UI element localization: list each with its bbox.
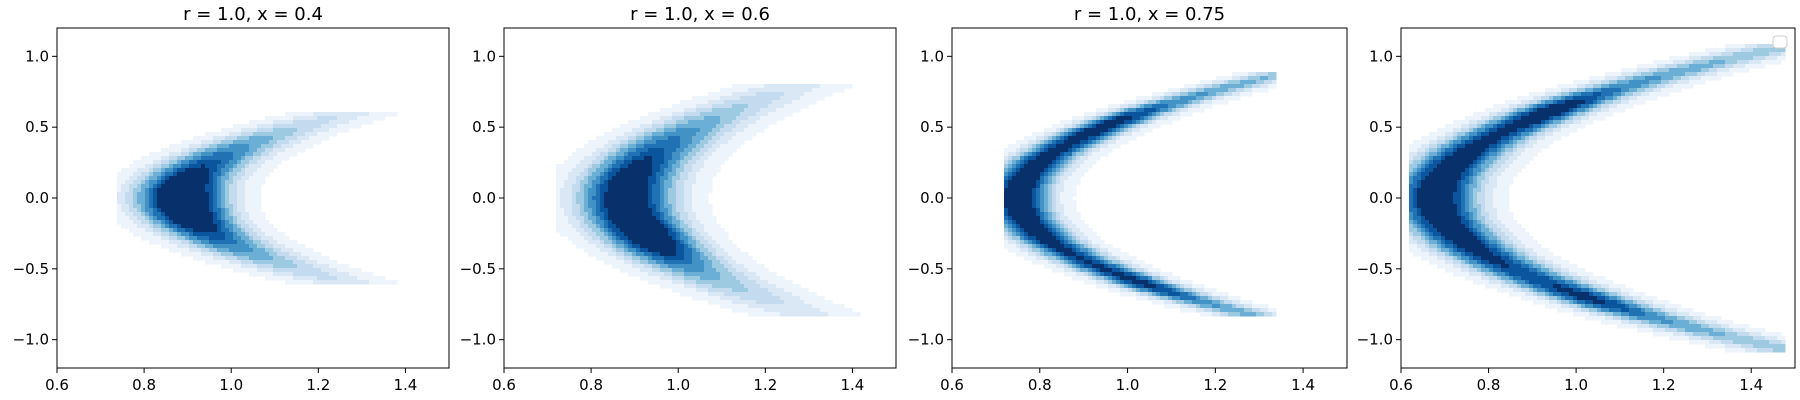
y-tick-label: 1.0: [472, 47, 496, 65]
y-tick-label: 1.0: [1369, 47, 1393, 65]
y-tick-label: 0.5: [472, 118, 496, 136]
density-contours: [1409, 44, 1786, 353]
density-contours: [556, 84, 861, 317]
x-tick-label: 0.8: [1028, 376, 1052, 394]
y-tick-label: −1.0: [1357, 331, 1393, 349]
x-tick-label: 1.4: [1291, 376, 1315, 394]
y-tick-label: −0.5: [460, 260, 496, 278]
y-tick-label: −1.0: [460, 331, 496, 349]
panel-title: r = 1.0, x = 0.6: [630, 4, 770, 25]
x-tick-label: 1.0: [666, 376, 690, 394]
y-tick-label: 0.0: [920, 189, 944, 207]
y-tick-label: −1.0: [908, 331, 944, 349]
density-contours: [1004, 72, 1277, 317]
x-tick-label: 1.0: [1116, 376, 1140, 394]
chart-panel-3: 0.6 0.8 1.0 1.2 1.4 −1.0 −0.5 0.0 0.5 1.0 r = 1.0,…: [908, 4, 1348, 394]
chart-panel-2: 0.6 0.8 1.0 1.2 1.4 −1.0 −0.5 0.0 0.5 1.0 r = 1.0,…: [460, 4, 897, 394]
chart-panel-1: 0.6 0.8 1.0 1.2 1.4 −1.0 −0.5 0.0 0.5 1.0 r = 1.0,…: [13, 4, 450, 394]
x-tick-label: 1.2: [753, 376, 777, 394]
x-tick-label: 1.4: [394, 376, 418, 394]
x-tick-label: 0.8: [1477, 376, 1501, 394]
chart-panel-4: 0.6 0.8 1.0 1.2 1.4 −1.0 −0.5 0.0 0.5 1.0: [1357, 27, 1796, 394]
y-tick-label: 1.0: [25, 47, 49, 65]
x-tick-label: 0.6: [940, 376, 964, 394]
density-contours: [117, 112, 398, 285]
y-tick-label: 0.0: [1369, 189, 1393, 207]
y-tick-label: 1.0: [920, 47, 944, 65]
y-tick-label: 0.5: [25, 118, 49, 136]
y-tick-label: 0.0: [472, 189, 496, 207]
y-tick-label: −1.0: [13, 331, 49, 349]
panel-title: r = 1.0, x = 0.75: [1074, 4, 1225, 25]
y-tick-label: 0.5: [920, 118, 944, 136]
y-tick-label: −0.5: [1357, 260, 1393, 278]
x-tick-label: 0.8: [132, 376, 156, 394]
y-tick-label: −0.5: [908, 260, 944, 278]
y-tick-label: 0.0: [25, 189, 49, 207]
x-tick-label: 0.6: [1389, 376, 1413, 394]
x-tick-label: 1.2: [306, 376, 330, 394]
legend-box: [1772, 35, 1788, 49]
panel-title: r = 1.0, x = 0.4: [183, 4, 323, 25]
x-tick-label: 1.2: [1203, 376, 1227, 394]
x-tick-label: 0.6: [492, 376, 516, 394]
y-tick-label: −0.5: [13, 260, 49, 278]
x-tick-label: 1.4: [1739, 376, 1763, 394]
x-tick-label: 1.0: [219, 376, 243, 394]
x-tick-label: 1.0: [1564, 376, 1588, 394]
x-tick-label: 1.2: [1652, 376, 1676, 394]
chart-panels: 0.6 0.8 1.0 1.2 1.4 −1.0 −0.5 0.0 0.5 1.0 r = 1.0,…: [13, 4, 1796, 394]
x-tick-label: 1.4: [841, 376, 865, 394]
y-tick-label: 0.5: [1369, 118, 1393, 136]
x-tick-label: 0.8: [579, 376, 603, 394]
x-tick-label: 0.6: [45, 376, 69, 394]
